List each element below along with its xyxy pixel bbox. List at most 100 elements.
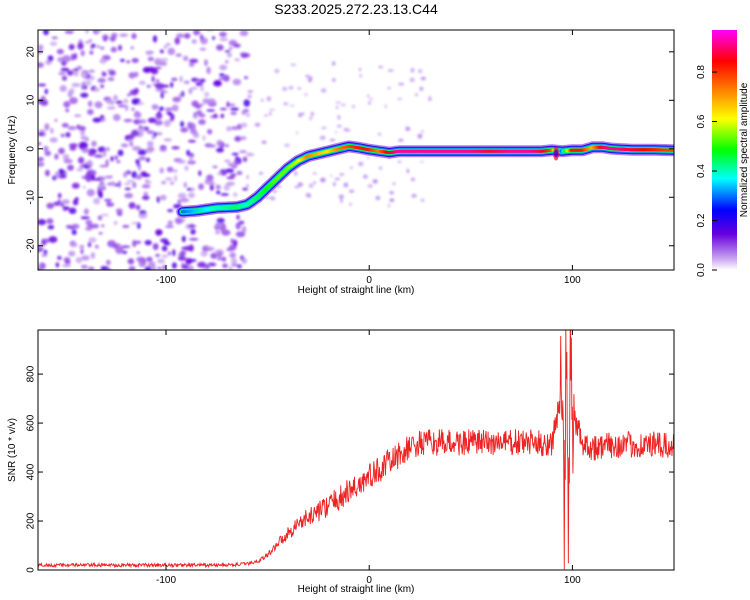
noise-blob <box>114 155 118 160</box>
noise-blob <box>184 165 189 171</box>
noise-blob <box>378 166 383 170</box>
noise-blob <box>40 99 49 106</box>
noise-blob <box>71 82 81 88</box>
noise-blob <box>165 225 174 229</box>
noise-blob <box>77 126 87 131</box>
noise-blob <box>61 75 68 81</box>
noise-blob <box>48 236 58 243</box>
noise-blob <box>78 141 88 149</box>
noise-blob <box>294 185 300 189</box>
noise-blob <box>410 68 415 73</box>
noise-blob <box>178 93 182 99</box>
noise-blob <box>56 255 62 260</box>
noise-blob <box>177 255 187 261</box>
noise-blob <box>209 184 214 191</box>
colorbar-label: Normalized spectral amplitude <box>739 82 750 217</box>
noise-blob <box>389 198 395 202</box>
noise-blob <box>344 129 351 132</box>
noise-blob <box>290 63 297 66</box>
noise-blob <box>113 113 121 122</box>
noise-blob <box>89 50 94 55</box>
noise-blob <box>122 250 127 254</box>
noise-blob <box>225 59 229 64</box>
noise-blob <box>180 121 185 128</box>
noise-blob <box>217 251 223 258</box>
noise-blob <box>387 69 394 72</box>
noise-blob <box>195 104 202 109</box>
noise-blob <box>215 222 222 226</box>
noise-blob <box>289 104 295 107</box>
noise-blob <box>47 55 54 62</box>
noise-blob <box>57 192 62 199</box>
noise-blob <box>38 157 44 162</box>
noise-blob <box>331 61 336 66</box>
noise-blob <box>192 113 198 119</box>
noise-blob <box>63 101 71 108</box>
noise-blob <box>151 104 159 110</box>
noise-blob <box>44 88 48 95</box>
noise-blob <box>135 204 141 211</box>
noise-blob <box>69 241 78 248</box>
noise-blob <box>105 159 109 167</box>
noise-blob <box>377 132 382 136</box>
noise-blob <box>99 58 107 64</box>
noise-blob <box>128 266 136 270</box>
noise-blob <box>103 198 112 202</box>
noise-blob <box>151 75 155 83</box>
noise-blob <box>146 258 153 262</box>
noise-blob <box>247 90 254 93</box>
noise-blob <box>160 238 169 243</box>
noise-blob <box>60 133 65 138</box>
noise-blob <box>350 166 353 169</box>
noise-blob <box>188 192 195 199</box>
noise-blob <box>406 168 410 174</box>
noise-blob <box>54 119 58 122</box>
noise-blob <box>69 88 75 95</box>
noise-blob <box>161 180 167 185</box>
noise-blob <box>219 73 225 77</box>
noise-blob <box>109 36 116 42</box>
noise-blob <box>320 88 327 93</box>
noise-blob <box>100 46 105 50</box>
noise-blob <box>183 80 190 85</box>
noise-blob <box>260 98 264 103</box>
noise-blob <box>136 251 140 255</box>
spectrogram-x-axis-label: Height of straight line (km) <box>298 285 415 296</box>
snr-y-axis-label: SNR (10 * v/v) <box>7 418 18 482</box>
noise-blob <box>212 36 216 40</box>
noise-blob <box>398 138 404 142</box>
noise-blob <box>313 181 316 185</box>
noise-blob <box>91 140 97 147</box>
noise-blob <box>332 78 336 82</box>
noise-blob <box>308 183 314 188</box>
noise-blob <box>135 174 142 180</box>
noise-blob <box>38 142 42 146</box>
noise-blob <box>232 78 242 86</box>
noise-blob <box>94 244 99 249</box>
noise-blob <box>340 198 343 203</box>
noise-blob <box>38 132 45 137</box>
noise-blob <box>367 156 370 160</box>
noise-blob <box>409 77 415 82</box>
noise-blob <box>171 146 180 150</box>
noise-blob <box>110 156 114 162</box>
noise-blob <box>272 189 277 193</box>
noise-blob <box>343 182 349 188</box>
noise-blob <box>92 117 102 123</box>
signal-ridge <box>176 140 674 218</box>
noise-blob <box>157 258 165 264</box>
noise-blob <box>170 181 174 185</box>
y-tick-label: 0 <box>26 146 37 152</box>
noise-blob <box>213 113 218 118</box>
noise-blob <box>216 172 222 176</box>
noise-blob <box>205 264 210 269</box>
noise-blob <box>216 218 225 223</box>
noise-blob <box>49 137 58 143</box>
noise-blob <box>136 127 146 133</box>
noise-blob <box>54 171 61 179</box>
noise-blob <box>321 126 327 130</box>
noise-blob <box>228 267 233 270</box>
noise-blob <box>87 266 95 270</box>
noise-blob <box>130 46 134 50</box>
noise-blob <box>226 181 236 186</box>
